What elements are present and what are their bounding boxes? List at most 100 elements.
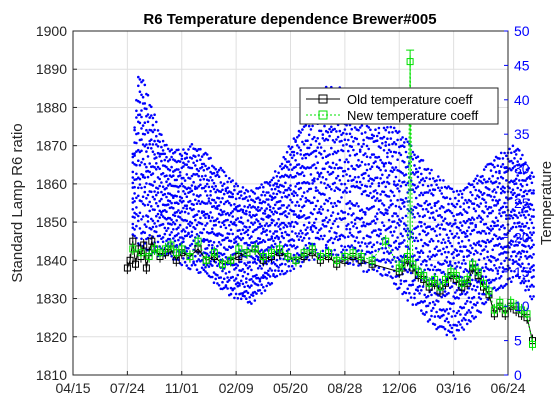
temperature-point (279, 240, 282, 244)
temperature-point (493, 188, 496, 191)
temperature-point (239, 238, 243, 242)
temperature-point (352, 235, 355, 238)
temperature-point (382, 149, 386, 152)
temperature-point (409, 271, 413, 275)
temperature-point (299, 172, 303, 176)
temperature-point (398, 189, 401, 193)
temperature-point (277, 236, 280, 239)
temperature-point (275, 192, 279, 196)
temperature-point (195, 223, 199, 227)
temperature-point (370, 136, 374, 140)
temperature-point (438, 207, 442, 210)
temperature-point (163, 152, 167, 156)
temperature-point (377, 184, 381, 188)
temperature-point (430, 168, 433, 172)
temperature-point (494, 180, 498, 183)
temperature-point (265, 222, 269, 225)
temperature-point (234, 292, 238, 296)
temperature-point (442, 325, 445, 329)
temperature-point (505, 154, 508, 158)
temperature-point (301, 157, 304, 160)
temperature-point (420, 289, 423, 292)
temperature-point (372, 195, 376, 198)
x-tick-label: 06/24 (490, 380, 525, 396)
temperature-point (248, 214, 251, 217)
temperature-point (362, 270, 365, 273)
temperature-point (474, 223, 478, 227)
temperature-point (474, 243, 478, 247)
temperature-point (494, 216, 498, 219)
temperature-point (236, 235, 240, 238)
temperature-point (165, 143, 168, 147)
temperature-point (430, 237, 433, 241)
temperature-point (392, 230, 396, 233)
temperature-point (231, 195, 234, 199)
temperature-point (365, 185, 369, 188)
temperature-point (482, 292, 486, 296)
temperature-point (309, 187, 313, 191)
temperature-point (476, 194, 479, 197)
temperature-point (319, 171, 323, 175)
temperature-point (464, 262, 467, 265)
temperature-point (267, 269, 270, 273)
temperature-point (379, 177, 382, 180)
temperature-point (331, 139, 335, 142)
temperature-point (394, 204, 398, 208)
temperature-point (360, 160, 364, 164)
temperature-point (328, 185, 331, 188)
temperature-point (501, 157, 505, 160)
temperature-point (511, 144, 515, 148)
temperature-point (165, 186, 168, 190)
temperature-point (521, 210, 524, 214)
temperature-point (420, 172, 423, 176)
temperature-point (472, 185, 476, 189)
temperature-point (190, 264, 194, 267)
temperature-point (375, 197, 379, 200)
temperature-point (364, 242, 367, 245)
temperature-point (309, 226, 313, 229)
temperature-point (297, 204, 301, 207)
temperature-point (486, 207, 489, 211)
temperature-point (428, 250, 432, 253)
temperature-point (304, 124, 308, 127)
temperature-point (379, 168, 382, 172)
temperature-point (435, 183, 438, 187)
temperature-point (219, 225, 223, 229)
temperature-point (275, 175, 279, 178)
temperature-point (514, 233, 518, 237)
temperature-point (452, 214, 455, 218)
temperature-point (404, 291, 408, 295)
temperature-point (418, 284, 421, 288)
temperature-point (516, 160, 519, 163)
temperature-point (204, 189, 207, 193)
temperature-point (160, 213, 163, 216)
temperature-point (133, 192, 136, 195)
temperature-point (503, 259, 506, 263)
temperature-point (391, 214, 394, 218)
temperature-point (260, 292, 263, 295)
temperature-point (420, 249, 423, 252)
temperature-point (188, 224, 192, 227)
temperature-point (420, 309, 423, 312)
new-coeff-series (129, 49, 536, 351)
temperature-point (418, 214, 421, 218)
temperature-point (514, 214, 518, 217)
temperature-point (197, 185, 200, 188)
temperature-point (299, 229, 303, 233)
temperature-point (221, 188, 224, 192)
temperature-point (143, 176, 147, 179)
temperature-point (194, 147, 197, 151)
temperature-point (525, 257, 529, 260)
temperature-point (323, 202, 326, 206)
temperature-point (238, 282, 241, 285)
temperature-point (392, 255, 396, 259)
temperature-point (384, 128, 388, 132)
temperature-point (369, 222, 372, 225)
temperature-point (140, 109, 143, 112)
temperature-point (202, 210, 206, 214)
temperature-point (481, 218, 484, 221)
temperature-point (433, 323, 437, 326)
temperature-point (399, 207, 403, 211)
temperature-point (330, 166, 333, 169)
temperature-point (493, 221, 496, 224)
